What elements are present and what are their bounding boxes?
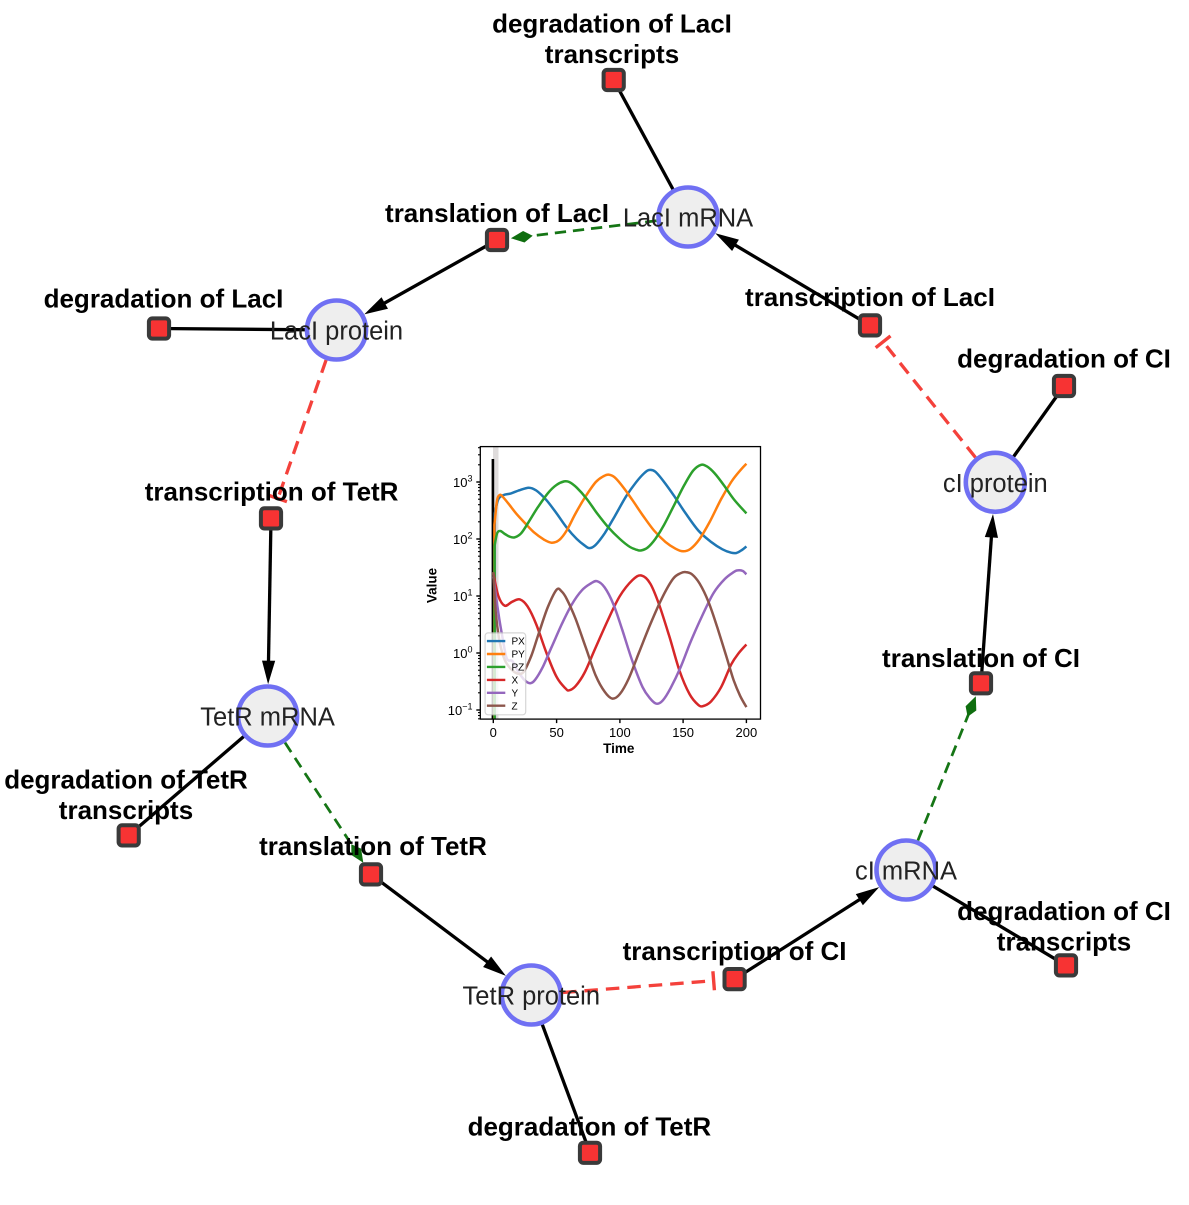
svg-text:degradation of CI: degradation of CI — [957, 896, 1171, 926]
svg-text:Z: Z — [512, 701, 518, 712]
svg-text:150: 150 — [672, 725, 694, 740]
svg-text:transcripts: transcripts — [997, 927, 1131, 957]
svg-text:PZ: PZ — [512, 663, 525, 674]
svg-text:degradation of LacI: degradation of LacI — [492, 9, 732, 39]
svg-text:200: 200 — [736, 725, 758, 740]
svg-text:degradation of LacI: degradation of LacI — [44, 284, 284, 314]
svg-text:X: X — [512, 676, 519, 687]
svg-text:degradation of TetR: degradation of TetR — [468, 1111, 712, 1141]
svg-text:TetR mRNA: TetR mRNA — [200, 704, 335, 732]
svg-text:transcription of TetR: transcription of TetR — [145, 477, 399, 507]
svg-text:translation of TetR: translation of TetR — [259, 831, 487, 861]
svg-text:degradation of CI: degradation of CI — [957, 344, 1171, 374]
svg-text:PX: PX — [512, 637, 526, 648]
svg-text:LacI protein: LacI protein — [270, 318, 403, 346]
svg-text:cI mRNA: cI mRNA — [855, 858, 957, 886]
svg-text:translation of LacI: translation of LacI — [385, 198, 609, 228]
svg-text:Time: Time — [603, 741, 635, 756]
svg-text:transcription of LacI: transcription of LacI — [745, 282, 995, 312]
svg-text:PY: PY — [512, 650, 526, 661]
svg-text:translation of CI: translation of CI — [882, 643, 1080, 673]
svg-text:transcripts: transcripts — [545, 39, 679, 69]
svg-text:0: 0 — [490, 725, 497, 740]
svg-text:Value: Value — [425, 567, 440, 603]
svg-text:100: 100 — [609, 725, 631, 740]
svg-text:transcription of CI: transcription of CI — [623, 936, 847, 966]
svg-text:Y: Y — [512, 688, 519, 699]
svg-text:TetR protein: TetR protein — [463, 983, 601, 1011]
svg-text:50: 50 — [549, 725, 563, 740]
svg-text:cI protein: cI protein — [943, 470, 1048, 498]
svg-text:transcripts: transcripts — [59, 795, 193, 825]
svg-text:degradation of TetR: degradation of TetR — [4, 764, 248, 794]
svg-text:LacI mRNA: LacI mRNA — [623, 205, 753, 233]
